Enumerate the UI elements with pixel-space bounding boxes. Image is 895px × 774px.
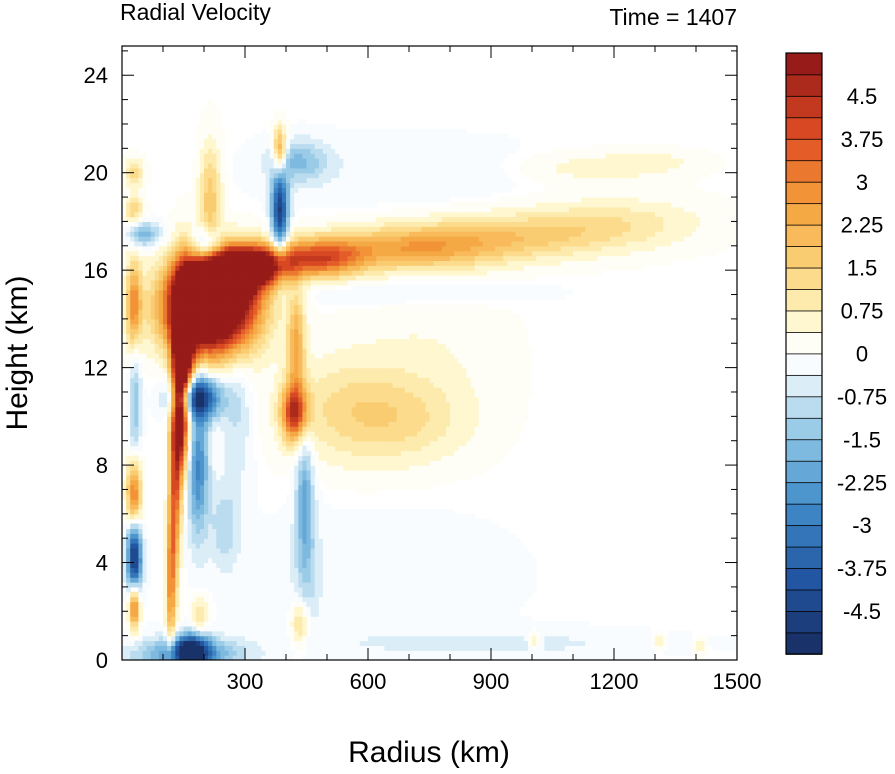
colorbar-box [785, 138, 823, 162]
colorbar-box [785, 524, 823, 548]
colorbar-box [785, 567, 823, 591]
x-axis-title: Radius (km) [348, 736, 510, 769]
colorbar-box [785, 267, 823, 290]
colorbar-label: -4.5 [843, 599, 881, 624]
y-tick-label: 20 [84, 161, 108, 186]
x-axis-ticks: 300 600 900 1200 1500 [162, 46, 762, 694]
colorbar-box [785, 396, 823, 419]
x-tick-label: 1500 [713, 669, 762, 694]
colorbar-box [785, 610, 823, 634]
colorbar-box [785, 374, 823, 398]
x-tick-label: 600 [350, 669, 387, 694]
colorbar-box [785, 95, 823, 119]
colorbar-box [785, 417, 823, 441]
y-tick-label: 4 [96, 551, 108, 576]
colorbar-box [785, 288, 823, 312]
y-axis-title: Height (km) [1, 275, 34, 430]
heatmap-field [122, 46, 737, 660]
colorbar-label: -3 [852, 513, 872, 538]
colorbar-label: -0.75 [837, 384, 887, 409]
colorbar-label: -1.5 [843, 427, 881, 452]
colorbar-border [785, 52, 823, 655]
colorbar-box [785, 245, 823, 269]
colorbar-label: 1.5 [847, 256, 878, 281]
y-tick-label: 12 [84, 356, 108, 381]
colorbar-label: -3.75 [837, 556, 887, 581]
colorbar-label: 3.75 [841, 127, 884, 152]
chart-title: Radial Velocity [120, 0, 271, 25]
y-tick-label: 8 [96, 453, 108, 478]
colorbar-box [785, 481, 823, 505]
y-tick-label: 0 [96, 648, 108, 673]
colorbar-box [785, 503, 823, 527]
y-tick-label: 24 [84, 63, 108, 88]
x-tick-label: 900 [473, 669, 510, 694]
colorbar-box [785, 546, 823, 569]
colorbar-box [785, 181, 823, 205]
colorbar-label: 3 [856, 170, 868, 195]
colorbar-box [785, 116, 823, 140]
plot-border [121, 45, 738, 661]
colorbar-box [785, 438, 823, 462]
y-axis-ticks: 0 4 8 12 16 20 24 [84, 50, 737, 673]
time-annotation: Time = 1407 [609, 4, 737, 30]
x-tick-label: 300 [227, 669, 264, 694]
colorbar-box [785, 310, 823, 333]
colorbar-label: 2.25 [841, 213, 884, 238]
colorbar-box [785, 74, 823, 97]
colorbar-label: 0 [856, 342, 868, 367]
colorbar-box [785, 632, 823, 655]
colorbar-box [785, 202, 823, 226]
colorbar-box [785, 460, 823, 484]
colorbar-box [785, 52, 823, 76]
colorbar-label: 4.5 [847, 84, 878, 109]
x-tick-label: 1200 [590, 669, 639, 694]
colorbar-box [785, 589, 823, 612]
colorbar-box [785, 331, 823, 355]
colorbar-label: -2.25 [837, 470, 887, 495]
colorbar-label: 0.75 [841, 299, 884, 324]
colorbar-box [785, 224, 823, 247]
plot-frame [121, 45, 738, 661]
colorbar: 4.5 3.75 3 2.25 1.5 0.75 0 -0.75 -1.5 -2.25 -3 -3.7… [785, 52, 887, 655]
y-tick-label: 16 [84, 258, 108, 283]
colorbar-box [785, 353, 823, 376]
colorbar-box [785, 159, 823, 183]
